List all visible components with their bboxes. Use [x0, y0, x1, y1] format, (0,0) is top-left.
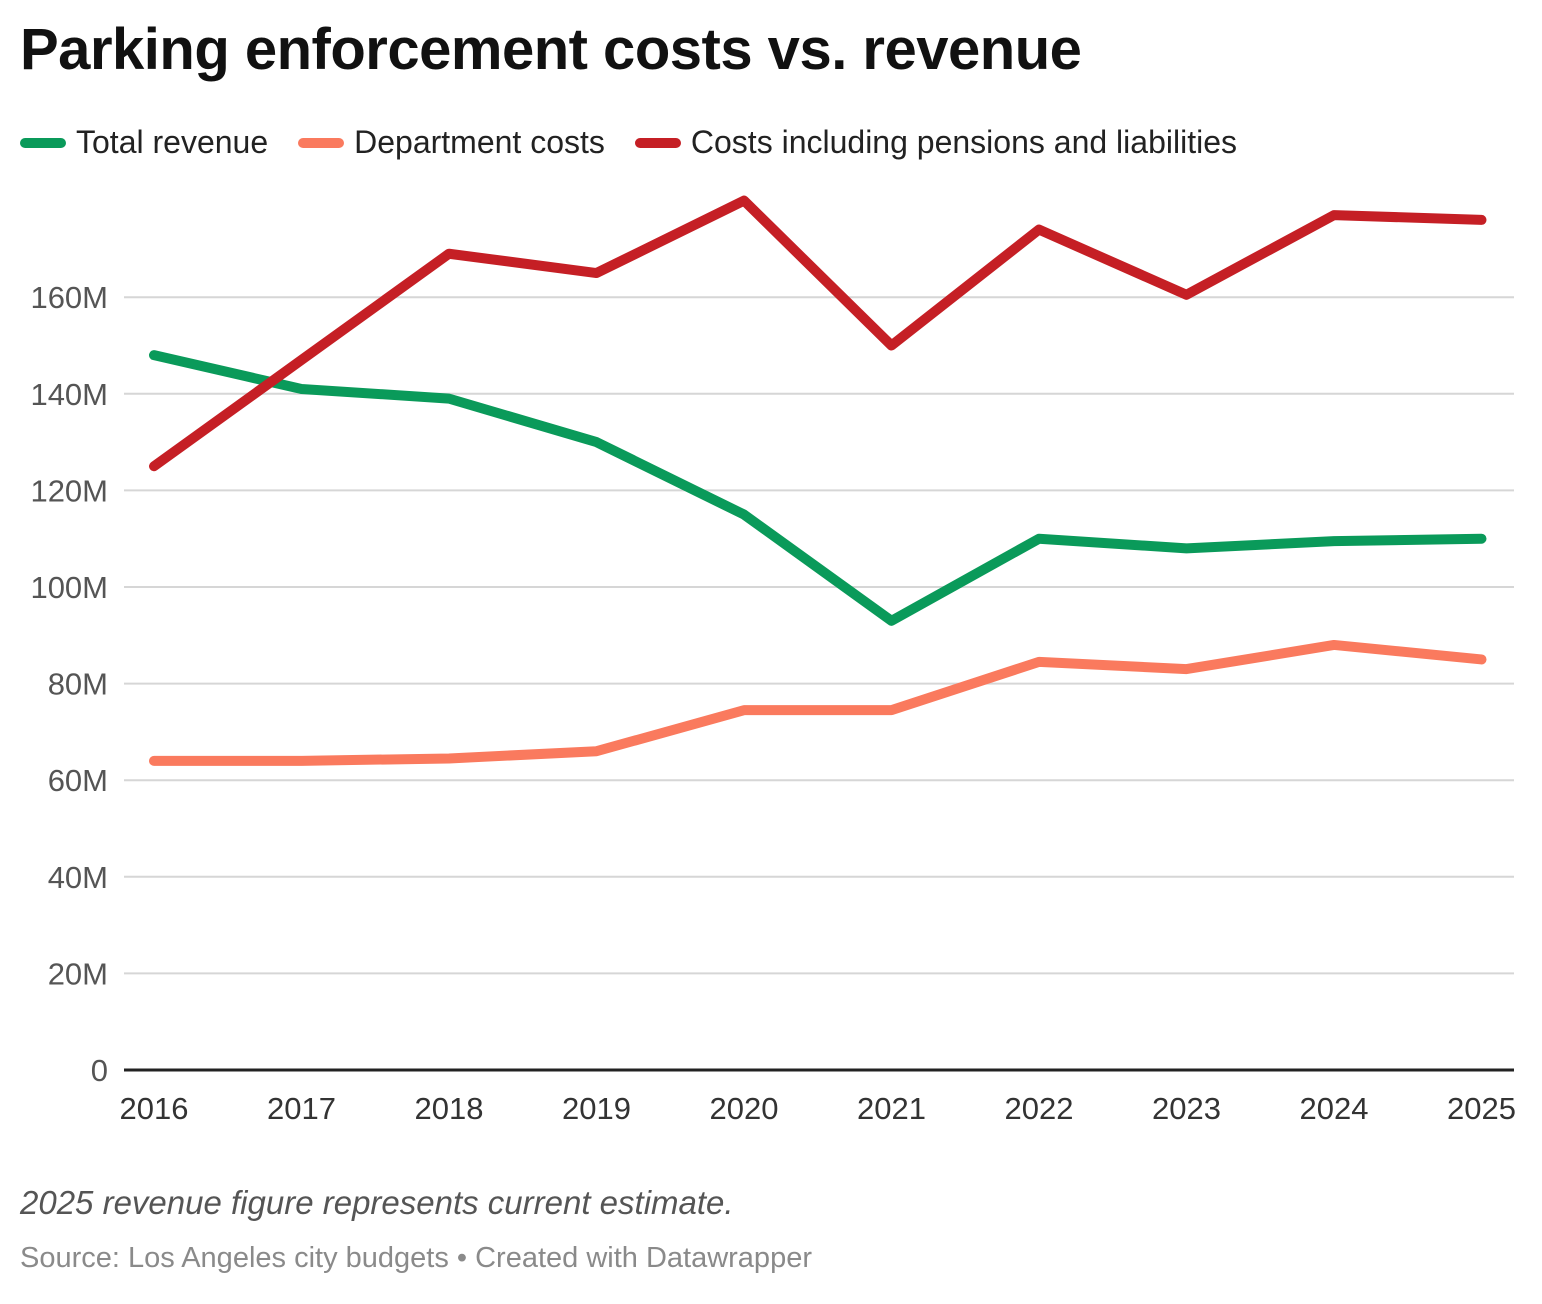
y-tick-label: 80M	[48, 667, 108, 702]
legend-label-department-costs: Department costs	[354, 124, 605, 160]
legend-item-department-costs: Department costs	[298, 124, 605, 161]
y-tick-label: 60M	[48, 763, 108, 798]
x-tick-label: 2023	[1152, 1091, 1221, 1126]
x-tick-label: 2017	[267, 1091, 336, 1126]
series-line-department-costs	[149, 639, 1487, 766]
legend-swatch-total-revenue	[20, 137, 66, 148]
y-tick-label: 20M	[48, 956, 108, 991]
x-tick-label: 2018	[415, 1091, 484, 1126]
x-tick-label: 2019	[562, 1091, 631, 1126]
legend-swatch-department-costs	[298, 137, 345, 148]
series-line-total-revenue	[149, 350, 1487, 626]
x-tick-label: 2016	[120, 1091, 189, 1126]
footnote: 2025 revenue figure represents current e…	[20, 1184, 734, 1221]
y-axis-ticks: 0 20M 40M 60M 80M 100M 120M 140M 160M	[30, 280, 108, 1088]
legend-label-costs-including-pensions: Costs including pensions and liabilities	[690, 124, 1237, 160]
legend-label-total-revenue: Total revenue	[76, 124, 269, 160]
y-tick-label: 120M	[30, 473, 108, 508]
legend-swatch-costs-including-pensions	[634, 137, 681, 148]
y-tick-label: 40M	[48, 860, 108, 895]
x-tick-label: 2021	[857, 1091, 926, 1126]
legend: Total revenue Department costs Costs inc…	[20, 124, 1267, 161]
x-tick-label: 2024	[1300, 1091, 1369, 1126]
x-axis-ticks: 2016 2017 2018 2019 2020 2021 2022 2023 2024 2025	[120, 1091, 1516, 1126]
source-credit: Source: Los Angeles city budgets • Creat…	[20, 1242, 812, 1274]
x-tick-label: 2022	[1005, 1091, 1074, 1126]
legend-item-costs-including-pensions: Costs including pensions and liabilities	[634, 124, 1237, 161]
y-tick-label: 140M	[30, 377, 108, 412]
legend-item-total-revenue: Total revenue	[20, 124, 268, 161]
x-tick-label: 2025	[1447, 1091, 1516, 1126]
x-tick-label: 2020	[710, 1091, 779, 1126]
series-lines	[149, 195, 1487, 766]
series-line-costs-including-pensions-and-liabilities	[149, 195, 1487, 472]
y-tick-label: 0	[91, 1053, 108, 1088]
y-tick-label: 160M	[30, 280, 108, 315]
y-tick-label: 100M	[30, 570, 108, 605]
chart-title: Parking enforcement costs vs. revenue	[20, 17, 1082, 82]
gridlines	[124, 296, 1514, 975]
